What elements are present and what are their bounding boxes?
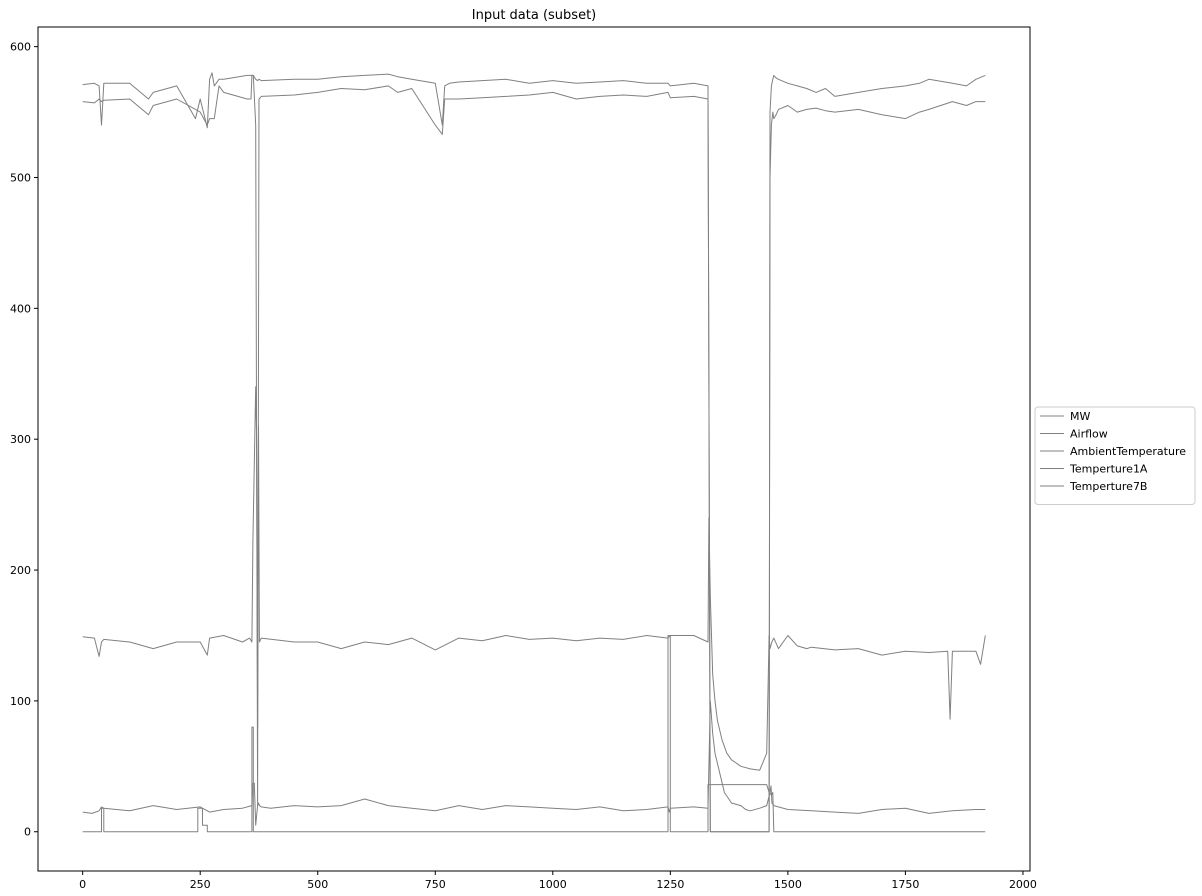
y-tick-label: 400 [10,302,31,315]
series-line-5 [82,72,986,833]
legend-box [1034,406,1196,505]
y-axis: 0 100 200 300 400 500 600 [10,41,38,839]
x-axis: 0 250 500 750 1000 1250 1500 1750 2000 [79,871,1037,891]
series-line-4 [82,74,986,833]
legend: MW Airflow AmbientTemperature Temperture1A T… [1034,406,1196,505]
x-tick-label: 1250 [656,878,684,891]
series-line-3 [82,386,986,771]
series-line-2 [82,700,986,826]
x-tick-label: 2000 [1009,878,1037,891]
y-tick-label: 0 [24,826,31,839]
x-tick-label: 0 [79,878,86,891]
plot-frame [37,26,1031,872]
chart-title: Input data (subset) [472,8,596,23]
legend-label: Airflow [1070,428,1108,441]
plot-area [82,72,986,833]
x-tick-label: 750 [425,878,446,891]
x-tick-label: 1000 [539,878,567,891]
series-line-1 [82,635,986,833]
y-tick-label: 300 [10,433,31,446]
legend-label: MW [1070,410,1090,423]
x-tick-label: 250 [190,878,211,891]
y-tick-label: 600 [10,41,31,54]
y-tick-label: 500 [10,171,31,184]
legend-label: AmbientTemperature [1070,445,1186,458]
y-tick-label: 100 [10,695,31,708]
y-tick-label: 200 [10,564,31,577]
legend-label: Temperture7B [1069,480,1147,493]
x-tick-label: 1500 [774,878,802,891]
x-tick-label: 1750 [891,878,919,891]
x-tick-label: 500 [307,878,328,891]
legend-label: Temperture1A [1069,463,1148,476]
